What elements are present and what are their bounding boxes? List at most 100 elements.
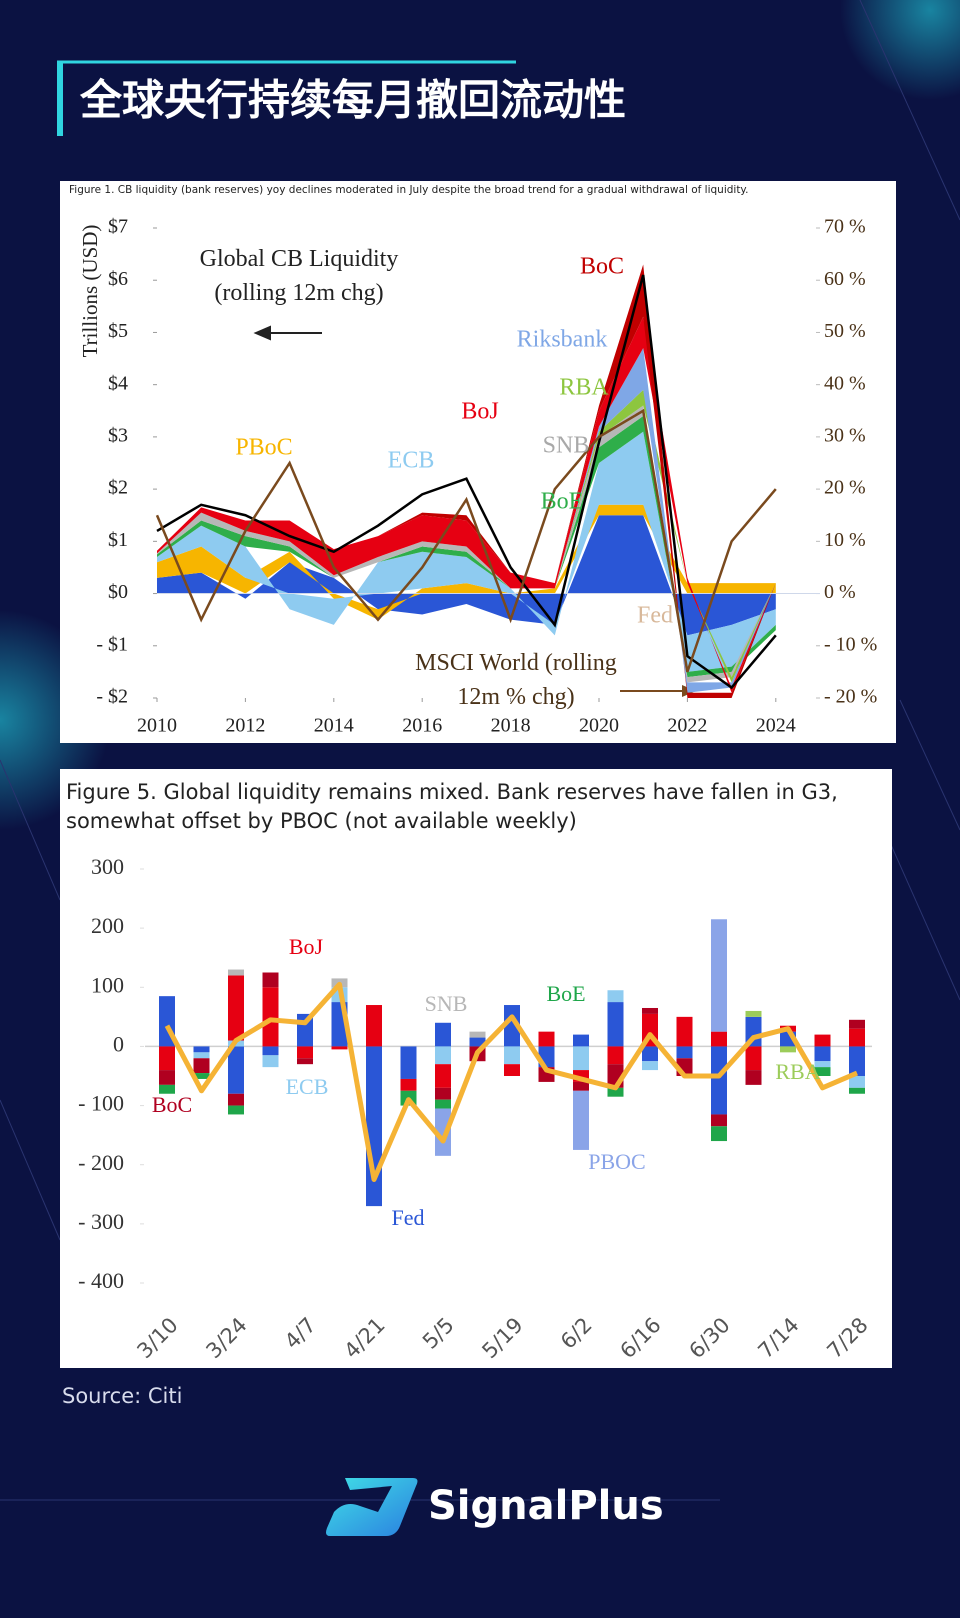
bar xyxy=(262,1046,279,1056)
decor-lines xyxy=(0,0,960,1501)
x-tick-label: 2010 xyxy=(137,715,177,737)
bar xyxy=(193,1058,210,1074)
y-tick-label: - 200 xyxy=(78,1150,124,1175)
x-tick-label: 2024 xyxy=(756,715,796,737)
bar xyxy=(435,1087,451,1100)
y-tick-label: $3 xyxy=(108,424,128,446)
bar xyxy=(849,1087,865,1094)
x-tick-label: 2020 xyxy=(579,715,619,737)
bar xyxy=(228,975,244,1041)
bar xyxy=(331,1046,348,1050)
bar xyxy=(711,1126,727,1142)
title-bar xyxy=(57,62,63,136)
bar xyxy=(849,1076,865,1088)
legend-label: BoJ xyxy=(289,934,324,959)
bar xyxy=(435,1108,451,1156)
y-tick-label: $1 xyxy=(108,529,128,551)
legend-label: Fed xyxy=(392,1205,425,1230)
bar xyxy=(711,1046,727,1115)
legend-label: RBA xyxy=(775,1059,820,1084)
area xyxy=(157,504,776,620)
bar xyxy=(228,969,244,976)
bar xyxy=(642,1007,658,1014)
y-tick-label: $6 xyxy=(108,268,128,290)
area xyxy=(157,405,776,683)
legend-label: BoC xyxy=(580,254,624,280)
bar xyxy=(607,1087,624,1097)
legend-label: PBoC xyxy=(235,435,292,461)
bar xyxy=(573,1081,589,1091)
legend-label: BoC xyxy=(152,1092,192,1117)
y-tick-label: $2 xyxy=(108,477,128,499)
bar xyxy=(607,990,624,1003)
y2-tick-label: - 20 % xyxy=(824,686,877,708)
chart-title: Figure 1. CB liquidity (bank reserves) y… xyxy=(69,184,749,196)
bar xyxy=(745,1070,762,1085)
y-tick-label: 0 xyxy=(113,1031,124,1056)
legend-label: Fed xyxy=(637,603,673,629)
brand: SignalPlus xyxy=(428,1483,664,1529)
bar xyxy=(400,1078,417,1091)
chart-title: Figure 5. Global liquidity remains mixed… xyxy=(66,780,838,833)
legend-label: BoJ xyxy=(461,399,498,425)
bar xyxy=(435,1046,451,1065)
line xyxy=(156,274,777,690)
y2-tick-label: 50 % xyxy=(824,320,866,342)
bar xyxy=(780,1046,796,1053)
bar xyxy=(297,1046,313,1059)
y-tick-label: $5 xyxy=(108,320,128,342)
y2-tick-label: 60 % xyxy=(824,268,866,290)
x-tick-label: 2012 xyxy=(225,715,265,737)
bar xyxy=(504,1046,520,1065)
legend-label: SNB xyxy=(543,433,590,459)
bar xyxy=(297,1058,313,1065)
bar xyxy=(193,1073,210,1079)
panel-1 xyxy=(60,181,896,743)
bar xyxy=(262,972,279,988)
bar xyxy=(469,1037,486,1047)
bar xyxy=(366,1046,382,1207)
legend-label: BoE xyxy=(546,981,585,1006)
y-tick-label: - 100 xyxy=(78,1091,124,1116)
y2-tick-label: - 10 % xyxy=(824,633,877,655)
y-tick-label: - $1 xyxy=(96,633,128,655)
legend-label: Riksbank xyxy=(517,327,608,353)
bar xyxy=(400,1046,417,1079)
bar xyxy=(849,1046,865,1076)
bar xyxy=(676,1046,693,1059)
bar xyxy=(159,1084,175,1094)
bar xyxy=(573,1034,589,1047)
y-tick-label: - 400 xyxy=(78,1268,124,1293)
bar xyxy=(642,1061,658,1071)
bar xyxy=(814,1067,831,1076)
bar xyxy=(435,1064,451,1088)
bar xyxy=(849,1028,865,1047)
y2-tick-label: 10 % xyxy=(824,529,866,551)
bar xyxy=(814,1061,831,1068)
y-tick-label: $7 xyxy=(108,216,128,238)
bar xyxy=(262,1055,279,1068)
bar xyxy=(504,1064,520,1076)
line-annotation: MSCI World (rolling 12m % chg) xyxy=(415,650,617,710)
arrows xyxy=(253,325,696,697)
bar xyxy=(607,1046,624,1065)
legend-label: RBA xyxy=(559,375,609,401)
line xyxy=(164,981,858,1182)
bar xyxy=(711,919,727,1032)
area xyxy=(157,416,776,678)
y-tick-label: $0 xyxy=(108,581,128,603)
x-tick-label: 2018 xyxy=(491,715,531,737)
y2-tick-label: 30 % xyxy=(824,424,866,446)
bar xyxy=(814,1034,831,1047)
y-tick-label: - $2 xyxy=(96,686,128,708)
x-tick-label: 2022 xyxy=(667,715,707,737)
glow xyxy=(840,0,960,100)
line-annotation: Global CB Liquidity (rolling 12m chg) xyxy=(199,246,399,306)
bar xyxy=(193,1052,210,1059)
y-tick-label: 100 xyxy=(91,972,124,997)
bar xyxy=(228,1046,244,1094)
bar xyxy=(711,1114,727,1127)
bar xyxy=(676,1016,693,1047)
bar xyxy=(538,1031,555,1047)
